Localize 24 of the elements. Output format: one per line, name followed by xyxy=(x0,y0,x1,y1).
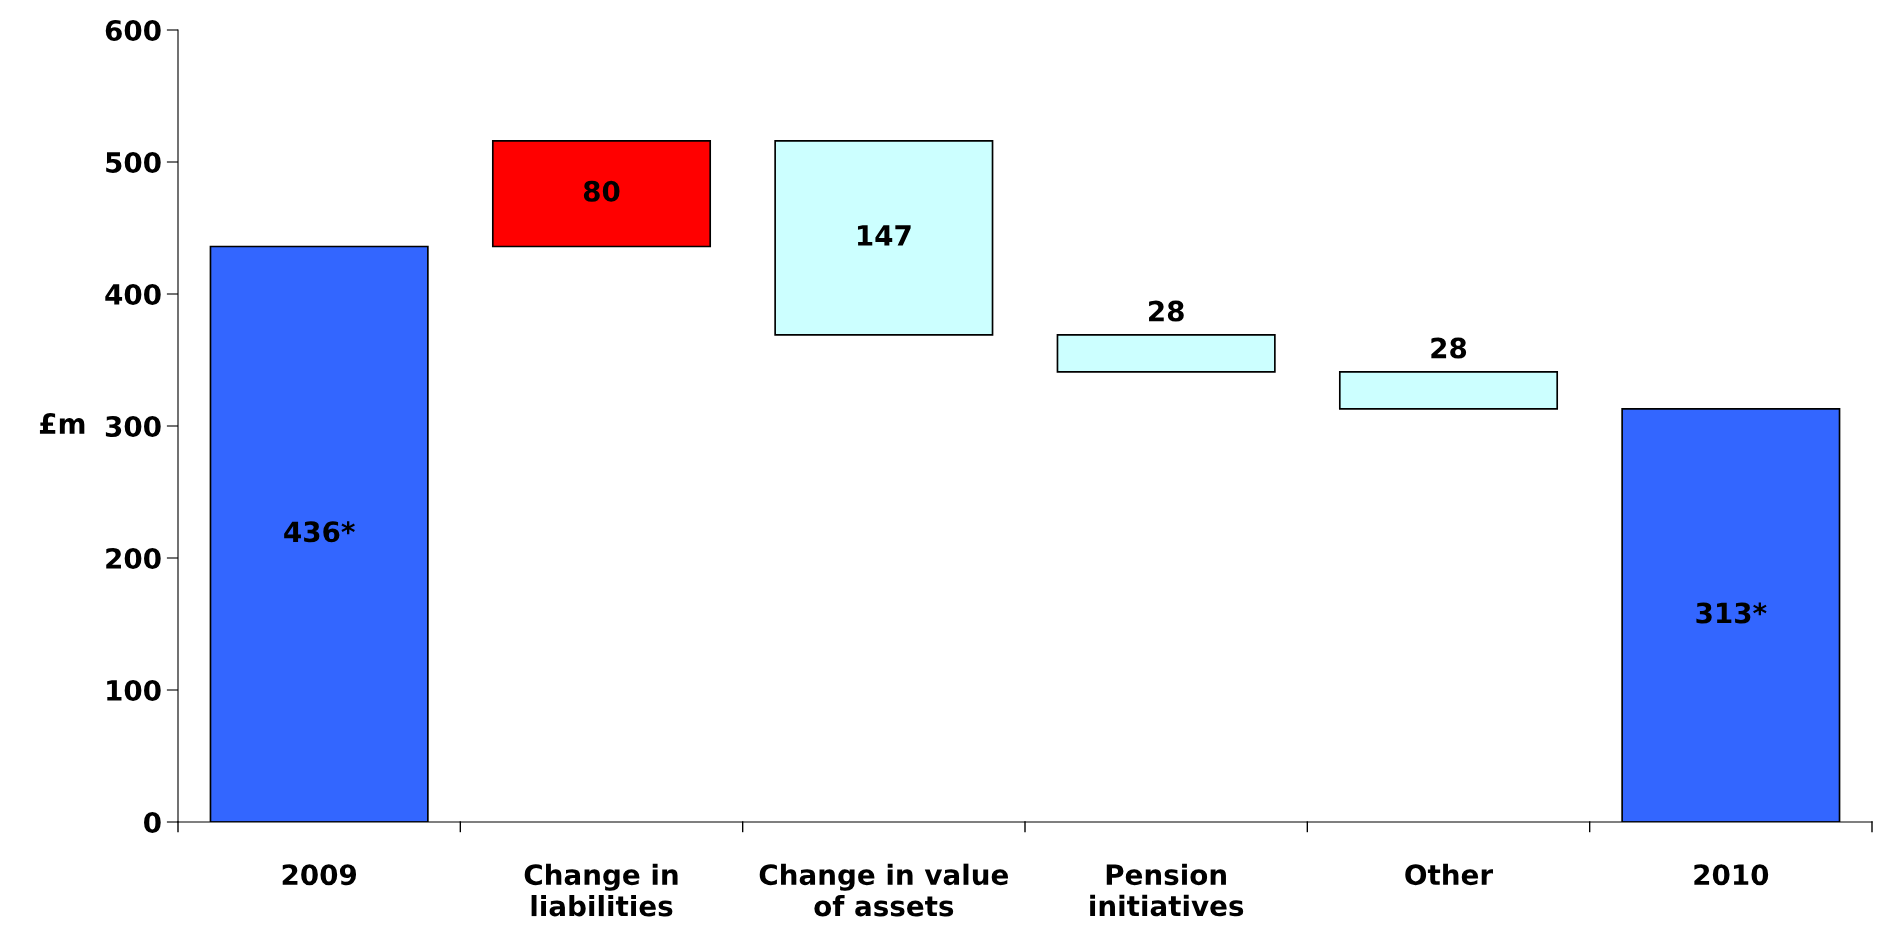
y-tick-label: 600 xyxy=(105,19,161,41)
data-label: 28 xyxy=(1149,300,1184,322)
y-tick-label: 300 xyxy=(105,415,161,437)
data-label: 313* xyxy=(1696,602,1767,624)
x-tick-label: Change in value of assets xyxy=(759,863,1008,917)
y-tick-label: 100 xyxy=(107,679,161,701)
y-tick-label: 200 xyxy=(106,547,161,569)
x-tick-label: Other xyxy=(1405,863,1494,886)
y-tick-label: 500 xyxy=(106,151,161,173)
bar xyxy=(1056,334,1276,373)
bar xyxy=(1338,371,1559,410)
x-tick-label: 2010 xyxy=(1694,864,1769,886)
data-label: 436* xyxy=(284,521,355,543)
bar xyxy=(774,140,994,336)
x-tick-label: 2009 xyxy=(282,864,357,886)
y-tick-label: 400 xyxy=(105,283,161,305)
data-label: 28 xyxy=(1431,337,1467,359)
x-tick-label: Pension initiatives xyxy=(1090,863,1244,917)
y-axis-title: £m xyxy=(39,413,85,434)
data-label: 80 xyxy=(583,180,620,202)
data-label: 147 xyxy=(857,225,911,246)
x-tick-label: Change in liabilities xyxy=(524,863,678,917)
y-tick-label: 0 xyxy=(144,811,161,833)
bar xyxy=(491,140,712,248)
